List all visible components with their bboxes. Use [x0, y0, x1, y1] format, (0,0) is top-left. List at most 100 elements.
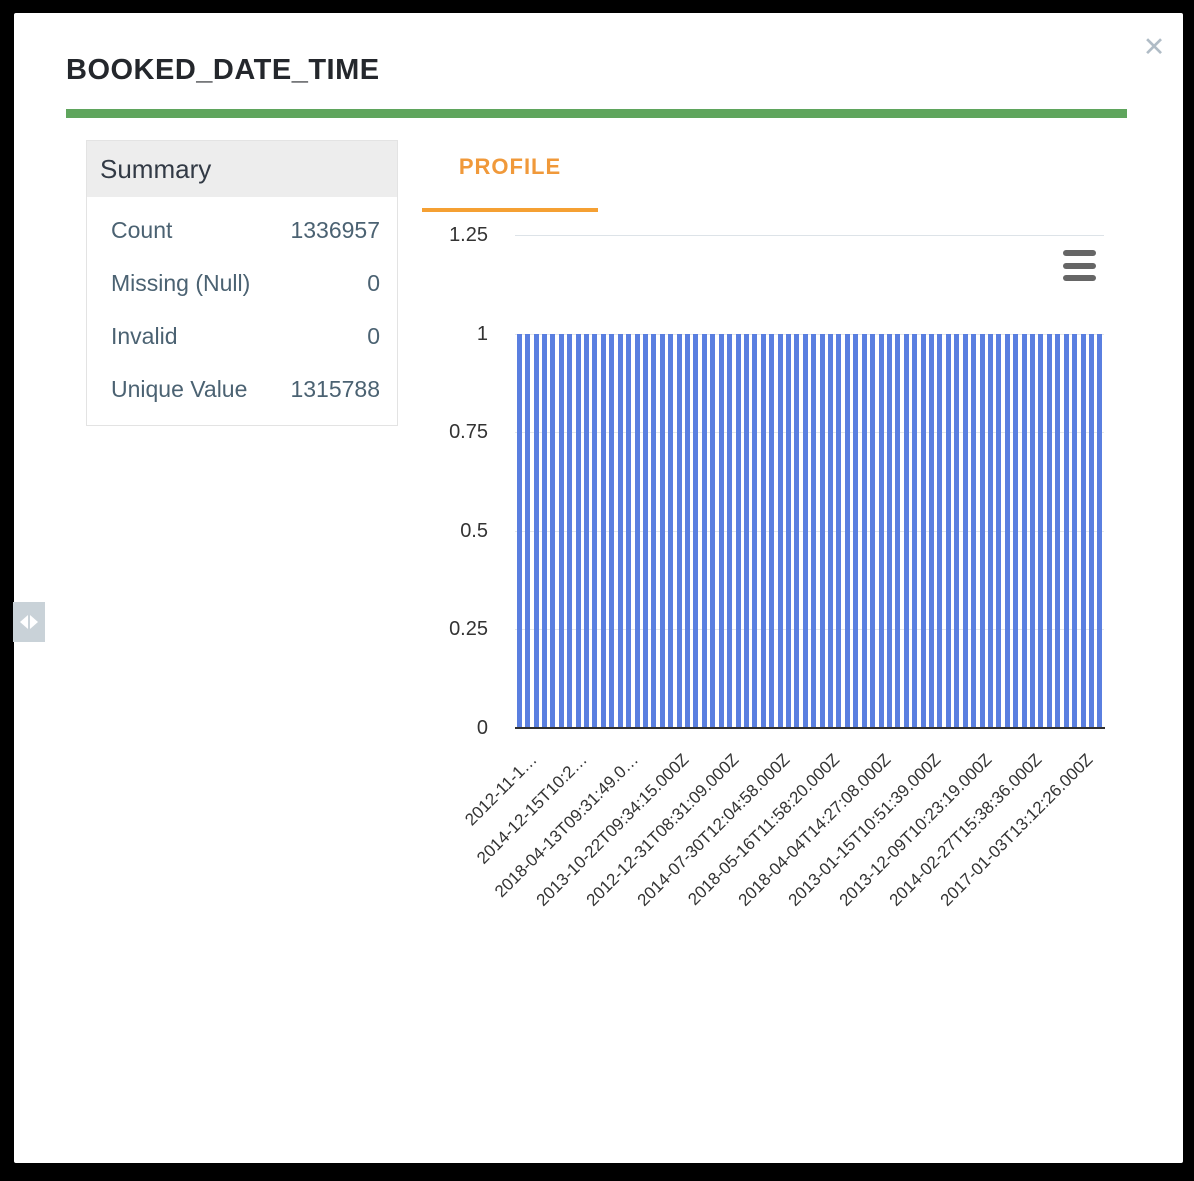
bar [651, 334, 657, 728]
summary-row-missing: Missing (Null) 0 [87, 257, 397, 310]
y-gridline [515, 334, 1104, 335]
bar [735, 334, 741, 728]
bar [878, 334, 884, 728]
bar [1088, 334, 1094, 728]
arrow-right-icon [30, 615, 38, 629]
bar [794, 334, 800, 728]
bar [626, 334, 632, 728]
hamburger-bar [1063, 262, 1096, 269]
summary-row-value: 1336957 [290, 217, 380, 243]
bar [718, 334, 724, 728]
bar [895, 334, 901, 728]
y-gridline [515, 629, 1104, 630]
bar [819, 334, 825, 728]
bar [777, 334, 783, 728]
bar [979, 334, 985, 728]
summary-row-unique: Unique Value 1315788 [87, 363, 397, 416]
summary-header: Summary [87, 141, 397, 197]
y-gridline [515, 531, 1104, 532]
bar [727, 334, 733, 728]
bar [1080, 334, 1086, 728]
bar [903, 334, 909, 728]
bar [575, 334, 581, 728]
bar [811, 334, 817, 728]
bar [1021, 334, 1027, 728]
bar [828, 334, 833, 728]
bar [1038, 334, 1044, 728]
y-tick-label: 1 [476, 323, 488, 345]
bar [567, 334, 573, 728]
bar [609, 334, 615, 728]
bar [617, 334, 623, 728]
bar [945, 334, 951, 728]
summary-row-label: Count [111, 217, 173, 243]
bar [693, 334, 699, 728]
bar [920, 334, 926, 728]
tab-profile-label: PROFILE [458, 154, 562, 179]
y-tick-label: 0.5 [460, 520, 488, 542]
close-icon[interactable]: ✕ [1142, 31, 1166, 62]
bar [987, 334, 993, 728]
bar [861, 334, 867, 728]
hamburger-menu-icon[interactable] [1063, 249, 1097, 282]
summary-row-label: Unique Value [111, 376, 248, 402]
x-axis-line [515, 727, 1105, 729]
bar [542, 334, 547, 728]
bar [710, 334, 716, 728]
y-tick-label: 0.75 [449, 421, 488, 443]
tab-profile-underline [422, 208, 598, 212]
bar [558, 334, 564, 728]
y-tick-label: 1.25 [449, 224, 488, 246]
bar [929, 334, 934, 728]
summary-row-invalid: Invalid 0 [87, 310, 397, 363]
bar [937, 334, 943, 728]
bar [1072, 334, 1078, 728]
y-gridline [515, 235, 1104, 236]
bar [1055, 334, 1061, 728]
bar [1097, 334, 1103, 728]
bar [870, 334, 876, 728]
bar [844, 334, 850, 728]
bar [954, 334, 960, 728]
column-profile-modal: ✕ BOOKED_DATE_TIME Summary Count 1336957… [13, 13, 1183, 1163]
bar [760, 334, 766, 728]
bar [971, 334, 977, 728]
summary-row-value: 0 [367, 323, 380, 349]
bar [1046, 334, 1052, 728]
y-tick-label: 0.25 [449, 618, 488, 640]
bar [634, 334, 640, 728]
summary-row-value: 0 [367, 270, 380, 296]
bar [752, 334, 758, 728]
bar [836, 334, 842, 728]
y-gridline [515, 432, 1104, 433]
horizontal-resize-icon[interactable] [13, 602, 45, 642]
summary-row-count: Count 1336957 [87, 204, 397, 257]
bar [533, 334, 539, 728]
y-tick-label: 0 [476, 717, 488, 739]
bar [592, 334, 598, 728]
bar [786, 334, 791, 728]
bar [550, 334, 556, 728]
bar [659, 334, 665, 728]
bar [912, 334, 918, 728]
bar [1013, 334, 1019, 728]
bar [676, 334, 682, 728]
tab-profile[interactable]: PROFILE [422, 148, 598, 212]
summary-panel: Summary Count 1336957 Missing (Null) 0 I… [86, 140, 398, 426]
bar [769, 334, 775, 728]
bar [685, 334, 690, 728]
bar [1004, 334, 1010, 728]
bar [802, 334, 808, 728]
summary-row-label: Missing (Null) [111, 270, 251, 296]
summary-row-label: Invalid [111, 323, 178, 349]
bar [996, 334, 1002, 728]
bar [1030, 334, 1035, 728]
bar [886, 334, 892, 728]
bar [600, 334, 606, 728]
hamburger-bar [1063, 250, 1096, 256]
bar [1063, 334, 1069, 728]
bar [701, 334, 707, 728]
hamburger-bar [1063, 275, 1096, 281]
bar [962, 334, 968, 728]
title-divider [66, 109, 1127, 118]
